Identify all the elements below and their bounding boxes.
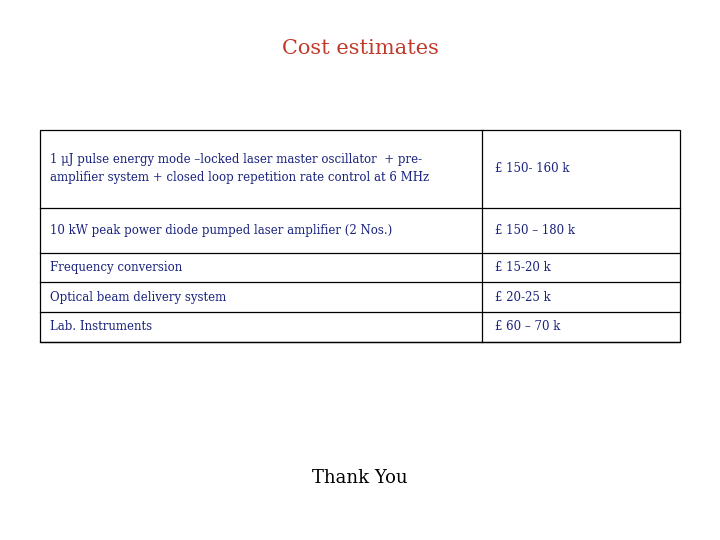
Text: Frequency conversion: Frequency conversion [50,261,183,274]
Text: 10 kW peak power diode pumped laser amplifier (2 Nos.): 10 kW peak power diode pumped laser ampl… [50,224,392,237]
Text: £ 150 – 180 k: £ 150 – 180 k [495,224,575,237]
Bar [40,130,680,342]
Text: 1 μJ pulse energy mode –locked laser master oscillator  + pre-
amplifier system : 1 μJ pulse energy mode –locked laser mas… [50,153,430,184]
Text: Optical beam delivery system: Optical beam delivery system [50,291,227,304]
Text: £ 60 – 70 k: £ 60 – 70 k [495,320,561,334]
Text: £ 20-25 k: £ 20-25 k [495,291,551,304]
Text: Cost estimates: Cost estimates [282,39,438,58]
Text: Lab. Instruments: Lab. Instruments [50,320,153,334]
Text: Thank You: Thank You [312,469,408,487]
Text: £ 15-20 k: £ 15-20 k [495,261,551,274]
Text: £ 150- 160 k: £ 150- 160 k [495,162,570,176]
